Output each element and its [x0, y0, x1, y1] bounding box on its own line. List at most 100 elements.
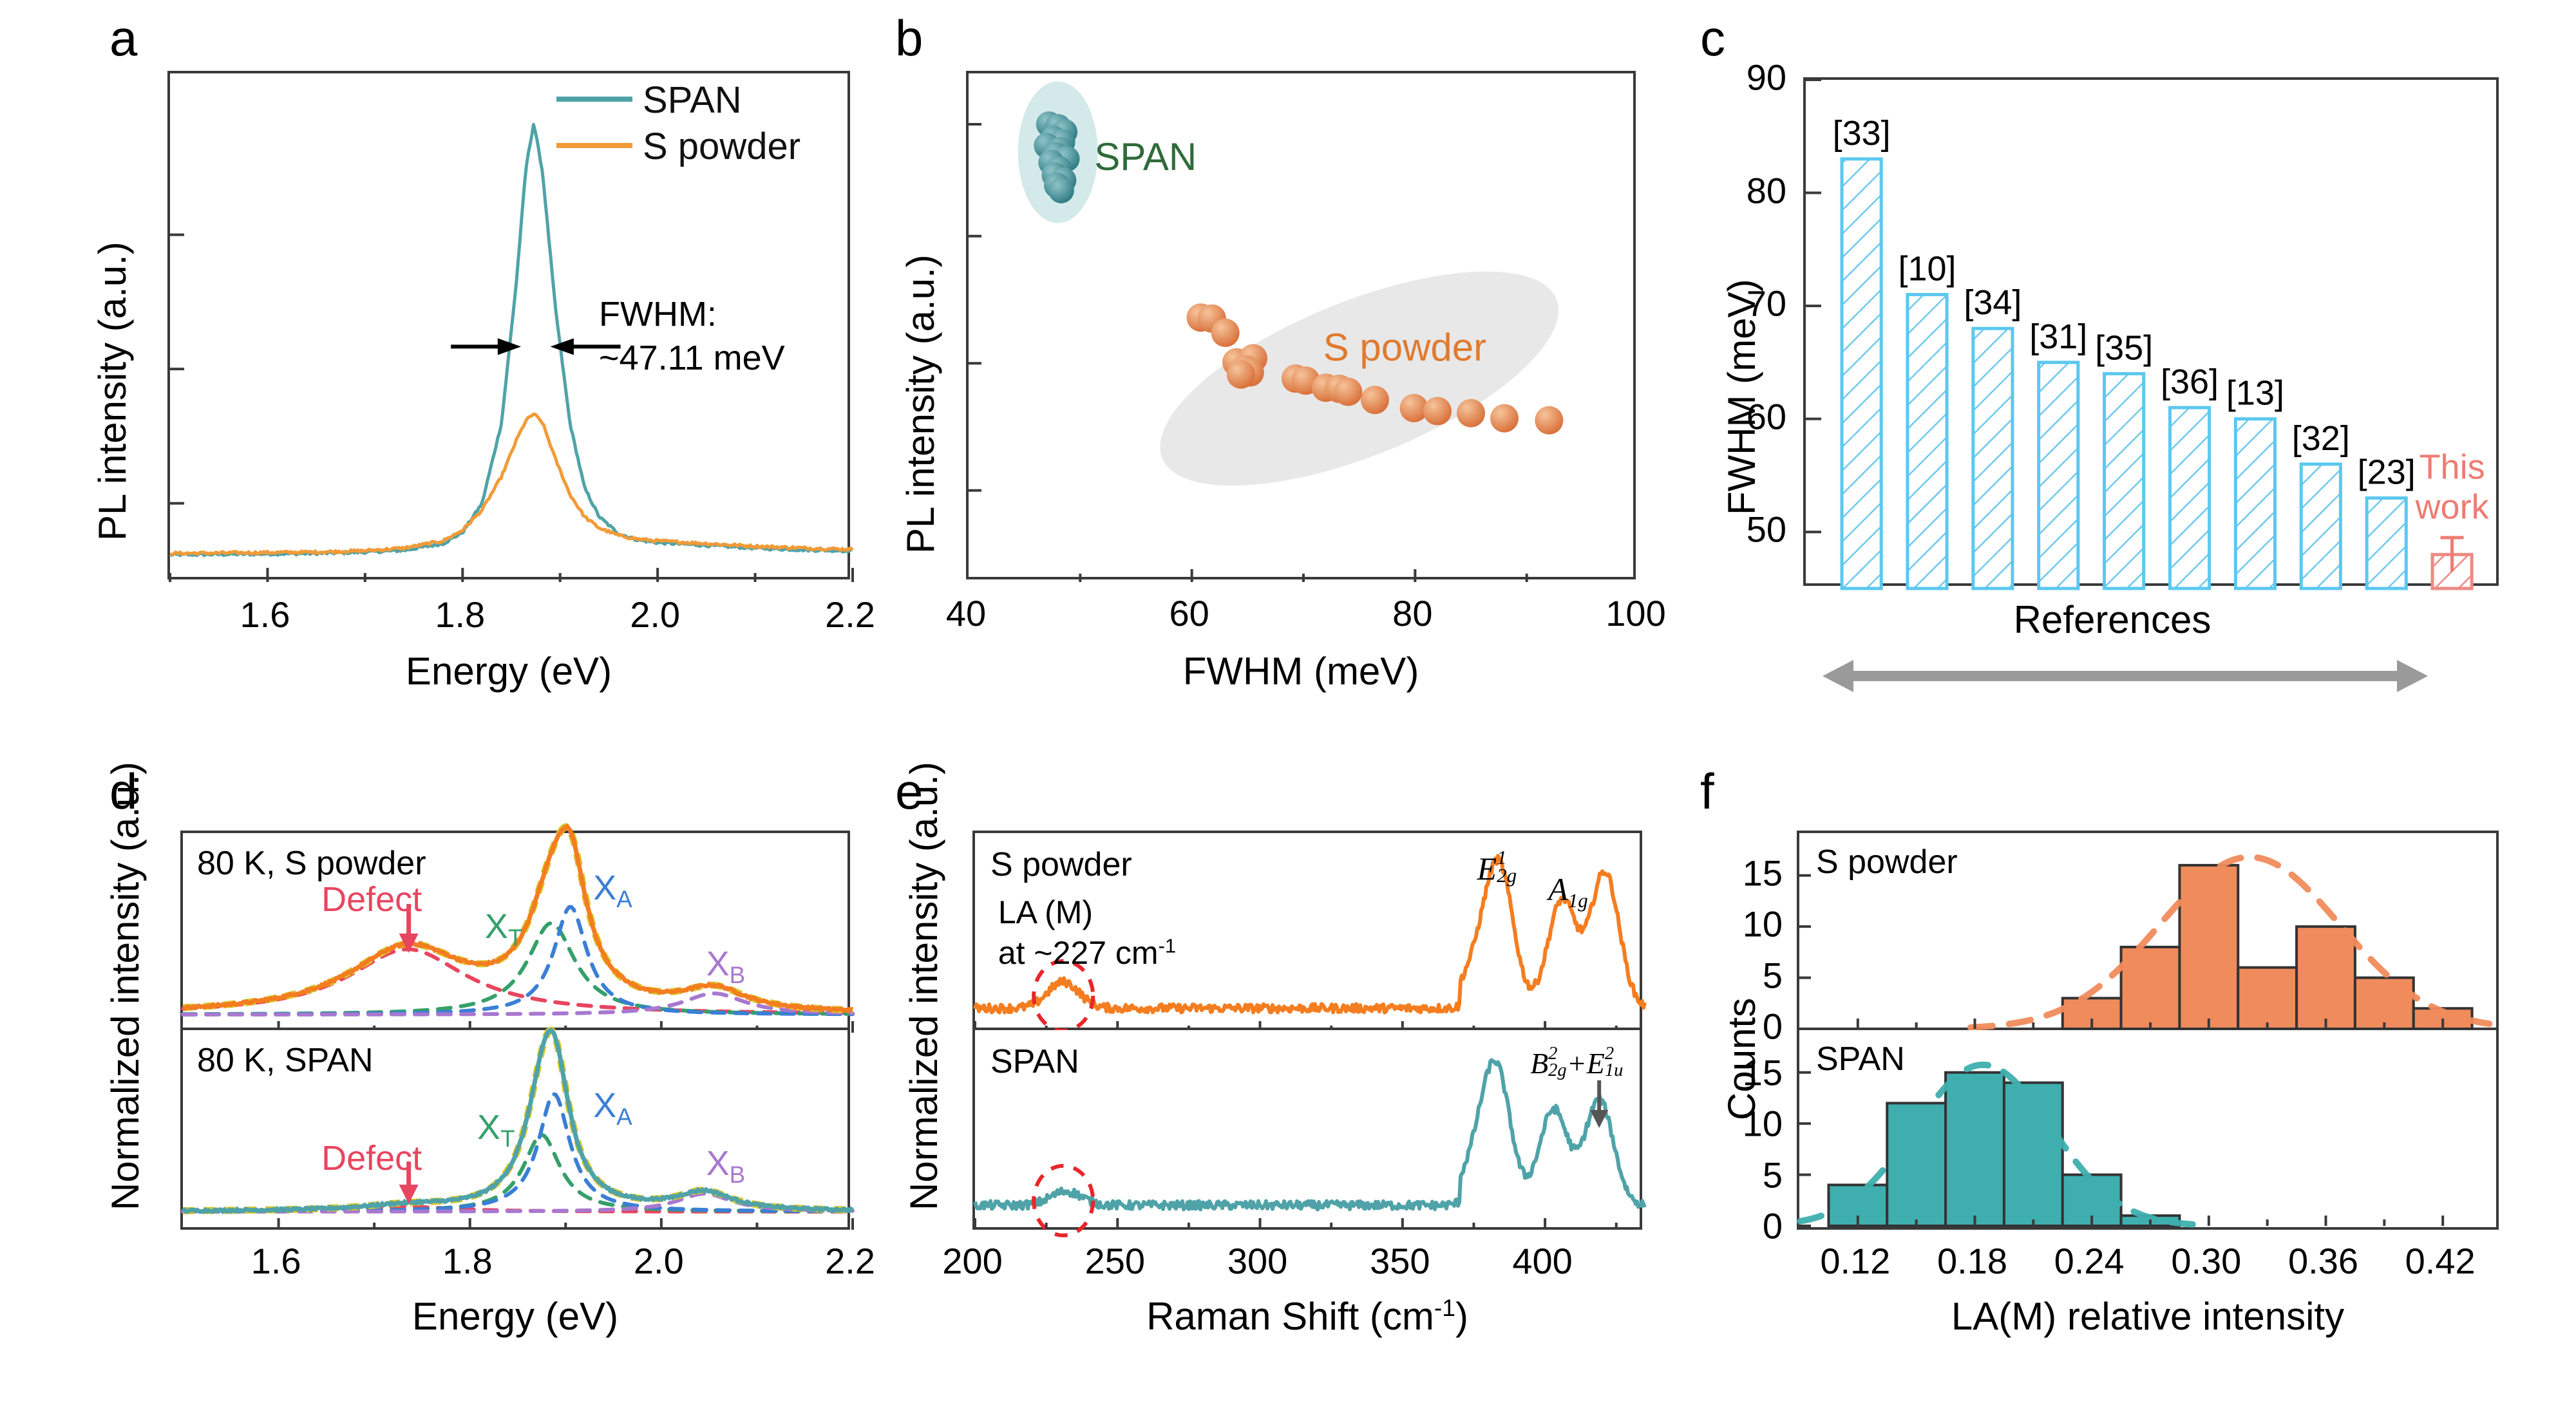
panel-d-subplot-spowder: 80 K, S powder	[180, 823, 855, 1033]
panel-d-label: d	[109, 763, 138, 820]
panel-a-xtick: 2.0	[630, 594, 681, 635]
panel-c-ytick: 60	[1746, 396, 1786, 437]
panel-d-defect-label-top: Defect	[321, 880, 422, 919]
panel-f-label: f	[1700, 763, 1714, 820]
panel-e-xlabel: Raman Shift (cm-1)	[1146, 1294, 1468, 1338]
panel-e-label: e	[895, 763, 923, 820]
panel-a-plot-frame: SPAN S powder	[167, 71, 854, 582]
panel-f-xlabel: LA(M) relative intensity	[1951, 1295, 2345, 1338]
panel-c-ylabel: FWHM (meV)	[1720, 279, 1763, 515]
panel-d-xb-label-top: XB	[706, 944, 746, 988]
panel-e-mode-a1g: A1g	[1548, 871, 1588, 912]
panel-e-la-m-circle	[1032, 1163, 1095, 1237]
panel-c-bar	[2168, 406, 2211, 590]
panel-d-xtick: 2.0	[633, 1241, 684, 1281]
panel-c-xlabel: References	[2013, 598, 2211, 641]
panel-c-bar-label: [35]	[2095, 328, 2153, 367]
panel-e-xtick: 250	[1084, 1241, 1145, 1281]
panel-b-xtick: 40	[945, 593, 987, 634]
panel-c-bar-label: [23]	[2358, 453, 2416, 492]
panel-c-bar	[2037, 361, 2080, 590]
panel-c-bar-label: [13]	[2226, 374, 2284, 413]
panel-f-subplot-title: S powder	[1816, 843, 1958, 881]
panel-c-bar-label: [31]	[2029, 317, 2087, 356]
panel-c-bar-label: [34]	[1964, 283, 2022, 322]
panel-b-spowder-point	[1226, 360, 1255, 389]
panel-f-hist-bar	[2295, 925, 2356, 1030]
panel-e-xtick: 350	[1370, 1241, 1430, 1281]
panel-f-hist-bar	[2237, 966, 2298, 1031]
panel-c-bar-label: [10]	[1898, 250, 1956, 288]
panel-d-xa-label-top: XA	[593, 869, 632, 912]
panel-b-spowder-point	[1457, 399, 1485, 428]
panel-d-component-defect	[181, 947, 855, 1015]
panel-b-spowder-point	[1535, 406, 1564, 435]
panel-c-bar	[1971, 326, 2014, 590]
panel-a-legend-item: SPAN	[643, 79, 742, 121]
panel-f-xtick: 0.30	[2171, 1241, 2242, 1281]
panel-e-subplot-spowder: S powder	[972, 831, 1647, 1033]
panel-f-ytick: 0	[1762, 1205, 1783, 1246]
panel-f-subplot-spowder: S powder	[1797, 831, 2505, 1031]
panel-b-label: b	[895, 10, 923, 66]
panel-b-spowder-point	[1490, 404, 1519, 433]
panel-f-ytick: 10	[1742, 903, 1783, 944]
panel-c-bar	[1840, 157, 1883, 590]
panel-c-bar-label: [33]	[1833, 114, 1891, 153]
panel-c-ytick: 80	[1746, 170, 1786, 211]
panel-c-ytick: 50	[1746, 509, 1786, 550]
panel-f-xtick: 0.12	[1820, 1241, 1891, 1281]
panel-e-xtick: 200	[942, 1241, 1003, 1281]
panel-d-component-x_a	[181, 1091, 855, 1214]
panel-b-span-cluster-label: SPAN	[1094, 135, 1197, 178]
panel-d-xb-label-bottom: XB	[706, 1144, 746, 1188]
svg-text:work: work	[2415, 487, 2490, 526]
panel-b-spowder-point	[1334, 377, 1363, 406]
panel-c-label: c	[1700, 10, 1725, 66]
panel-e-subplot-span: SPAN	[972, 1030, 1647, 1237]
panel-f-ytick: 5	[1762, 1154, 1783, 1196]
panel-d-xlabel: Energy (eV)	[412, 1295, 619, 1338]
panel-f-subplot-span: SPAN	[1797, 1030, 2499, 1230]
panel-a-fwhm-annotation: FWHM: ~47.11 meV	[599, 295, 785, 377]
panel-c-references-arrow	[1823, 657, 2428, 695]
panel-a-xtick: 1.6	[240, 594, 290, 635]
panel-b-spowder-point	[1211, 318, 1240, 347]
panel-f-hist-bar	[1944, 1071, 2005, 1227]
panel-d-xa-label-bottom: XA	[593, 1086, 632, 1130]
panel-d-xtick: 1.8	[442, 1241, 493, 1281]
panel-c-plot-frame: [33] [10] [34] [31] [35] [36] [13] [32] [23] This…	[1803, 77, 2499, 590]
panel-b-xtick: 100	[1605, 593, 1666, 634]
panel-d-defect-label-bottom: Defect	[321, 1139, 422, 1178]
panel-f-xtick: 0.36	[2288, 1241, 2358, 1281]
panel-c-this-work-label: This	[2420, 447, 2485, 486]
panel-b-spowder-cluster-label: S powder	[1323, 326, 1487, 369]
panel-a-xtick: 1.8	[435, 594, 486, 635]
panel-c-ytick: 70	[1746, 283, 1786, 324]
panel-e-subplot-title: S powder	[990, 846, 1132, 883]
panel-c-bar	[2299, 462, 2342, 590]
panel-f-ytick: 5	[1762, 955, 1783, 996]
panel-c-bar	[2233, 417, 2277, 590]
panel-c-bar	[1906, 293, 1949, 590]
panel-d-xtick: 2.2	[825, 1241, 875, 1281]
panel-d-xtick: 1.6	[251, 1241, 301, 1281]
panel-f-ytick: 0	[1762, 1006, 1783, 1047]
panel-e-xtick: 300	[1227, 1241, 1288, 1281]
panel-a-xtick: 2.2	[825, 594, 875, 635]
panel-f-xtick: 0.24	[2054, 1241, 2125, 1281]
panel-f-ytick: 10	[1742, 1103, 1783, 1144]
panel-a-xlabel: Energy (eV)	[405, 650, 612, 693]
panel-d-subplot-title: 80 K, SPAN	[197, 1042, 374, 1079]
panel-e-mode-b2g-e1u: B 2 2g +E 2 1u	[1530, 1044, 1624, 1080]
panel-c-bar-label: [32]	[2292, 419, 2350, 458]
panel-c-bar	[2103, 371, 2146, 590]
panel-f-xtick: 0.42	[2405, 1241, 2476, 1281]
panel-b-span-point	[1048, 177, 1074, 203]
panel-f-ylabel: Counts	[1720, 997, 1763, 1120]
panel-b-ylabel: PL intensity (a.u.)	[899, 254, 942, 554]
panel-f-fit-curve	[1797, 1061, 2199, 1228]
panel-c-ytick: 90	[1746, 57, 1786, 98]
panel-e-mode-e2g: E 1 2g	[1477, 846, 1517, 887]
